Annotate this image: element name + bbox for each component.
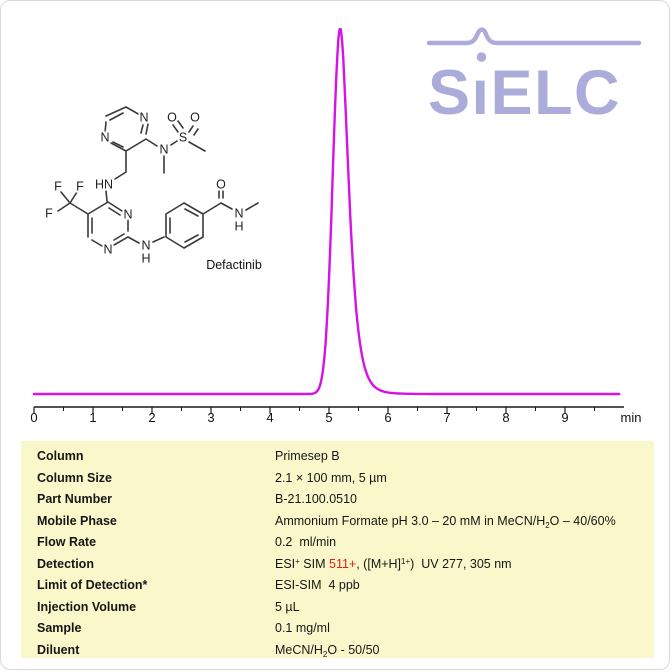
atom-label: O (190, 110, 200, 124)
table-row-detection: Detection ESI+ SIM 511+, ([M+H]1+) UV 27… (21, 557, 654, 579)
row-label: Flow Rate (37, 535, 97, 549)
row-value: 0.1 mg/ml (275, 621, 330, 635)
tick-label: 8 (502, 410, 509, 425)
superscript: 1+ (401, 556, 411, 566)
tick-label: 3 (207, 410, 214, 425)
tick-label: 1 (89, 410, 96, 425)
subscript: 2 (545, 520, 550, 530)
table-row-flow-rate: Flow Rate 0.2 ml/min (21, 535, 654, 557)
row-label: Mobile Phase (37, 513, 117, 528)
table-row-part-number: Part Number B-21.100.0510 (21, 492, 654, 514)
row-value: ESI-SIM 4 ppb (275, 578, 360, 592)
superscript: + (295, 556, 300, 566)
tick-label: 6 (384, 410, 391, 425)
subscript: 2 (322, 649, 328, 659)
atom-label: N (159, 142, 168, 156)
axis-unit-label: min (621, 410, 642, 425)
tick-label: 5 (325, 410, 332, 425)
logo-dot-icon (476, 52, 487, 62)
table-row-sample: Sample 0.1 mg/ml (21, 621, 654, 643)
atom-label: N (100, 130, 109, 144)
atom-label: F (45, 206, 53, 220)
compound-name: Defactinib (206, 258, 262, 272)
row-label: Part Number (37, 492, 113, 506)
bond-lines (57, 106, 259, 249)
table-row-mobile-phase: Mobile Phase Ammonium Formate pH 3.0 – 2… (21, 514, 654, 536)
row-label: Diluent (37, 642, 80, 657)
logo-peak-line-icon (426, 27, 642, 46)
atom-label: N (141, 238, 150, 252)
table-row-limit-of-detection: Limit of Detection* ESI-SIM 4 ppb (21, 578, 654, 600)
sielc-logo: SıELC (426, 27, 646, 123)
row-label: Injection Volume (37, 599, 137, 614)
row-value: 2.1 × 100 mm, 5 µm (275, 470, 387, 485)
atom-label: S (179, 130, 187, 144)
atom-label: H (234, 219, 243, 233)
tick-label: 4 (266, 410, 273, 425)
table-row-column: Column Primesep B (21, 449, 654, 471)
table-row-injection-volume: Injection Volume 5 µL (21, 600, 654, 622)
tick-label: 2 (148, 410, 155, 425)
row-value: B-21.100.0510 (275, 492, 358, 506)
atom-label: O (167, 110, 177, 124)
row-value: 5 µL (275, 599, 300, 614)
conditions-table: Column Primesep B Column Size 2.1 × 100 … (21, 441, 654, 659)
tick-label: 0 (30, 410, 37, 425)
tick-label: 7 (443, 410, 450, 425)
atom-label: N (234, 206, 243, 220)
row-value: Ammonium Formate pH 3.0 – 20 mM in MeCN/… (275, 513, 616, 530)
tick-label: 9 (561, 410, 568, 425)
atom-label: H (141, 251, 150, 265)
atom-label: N (103, 242, 112, 256)
row-value: ESI+ SIM 511+, ([M+H]1+) UV 277, 305 nm (275, 556, 512, 571)
row-value: MeCN/H2O - 50/50 (275, 642, 380, 659)
table-row-diluent: Diluent MeCN/H2O - 50/50 (21, 643, 654, 665)
atom-label: F (76, 179, 84, 193)
trace-line (32, 28, 621, 396)
sim-mass-highlight: 511+ (329, 556, 357, 571)
atom-label: N (123, 207, 132, 221)
table-row-column-size: Column Size 2.1 × 100 mm, 5 µm (21, 471, 654, 493)
row-label: Column (37, 449, 84, 463)
logo-text: SıELC (428, 58, 621, 123)
row-value: 0.2 ml/min (275, 535, 337, 549)
row-value: Primesep B (275, 449, 340, 463)
row-label: Column Size (37, 470, 113, 485)
row-label: Detection (37, 556, 94, 571)
row-label: Sample (37, 621, 82, 635)
atom-label: N (139, 110, 148, 124)
atom-label: F (54, 179, 62, 193)
atom-label: O (216, 177, 226, 191)
row-label: Limit of Detection* (37, 578, 148, 592)
atom-label: HN (95, 177, 113, 191)
